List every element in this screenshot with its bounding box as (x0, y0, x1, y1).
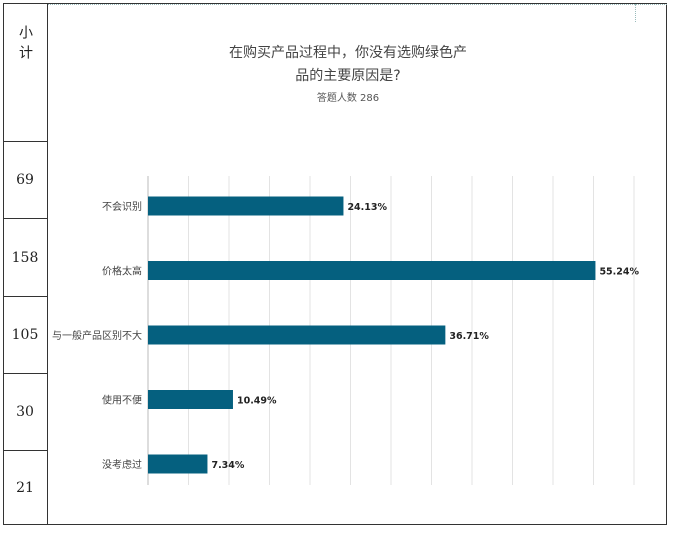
count-header: 小计 (17, 25, 33, 65)
bar (148, 261, 596, 280)
chart-title-line-1: 在购买产品过程中，你没有选购绿色产 (229, 44, 467, 61)
value-label: 36.71% (449, 331, 489, 342)
page-border-dotted-right (635, 4, 637, 22)
bar (148, 196, 344, 216)
count-cell: 158 (3, 219, 47, 297)
value-label: 55.24% (599, 267, 639, 278)
count-cell: 69 (3, 142, 47, 219)
chart-title-line-2: 品的主要原因是? (295, 68, 400, 84)
category-label: 使用不便 (102, 394, 142, 407)
bar (148, 454, 208, 474)
category-label: 不会识别 (102, 200, 142, 213)
value-label: 24.13% (347, 202, 387, 213)
category-label: 价格太高 (102, 265, 142, 278)
bar (148, 390, 233, 409)
chart-subtitle: 答题人数 286 (317, 91, 379, 104)
value-label: 10.49% (237, 396, 277, 407)
count-value: 69 (16, 172, 34, 188)
count-value: 158 (11, 249, 39, 266)
count-value: 30 (16, 404, 34, 420)
count-value: 105 (11, 327, 39, 343)
count-cell: 105 (3, 297, 47, 374)
count-cell: 21 (3, 451, 47, 524)
count-header-cell: 小计 (3, 3, 47, 142)
page-border-dotted (48, 4, 667, 6)
bar (148, 325, 446, 345)
count-cell: 30 (3, 374, 47, 451)
category-label: 与一般产品区别不大 (52, 329, 142, 342)
count-value: 21 (16, 479, 34, 496)
value-label: 7.34% (211, 460, 244, 471)
category-label: 没考虑过 (102, 458, 142, 471)
count-column: 小计 69 158 105 30 21 (3, 3, 48, 525)
table-frame (3, 3, 667, 525)
